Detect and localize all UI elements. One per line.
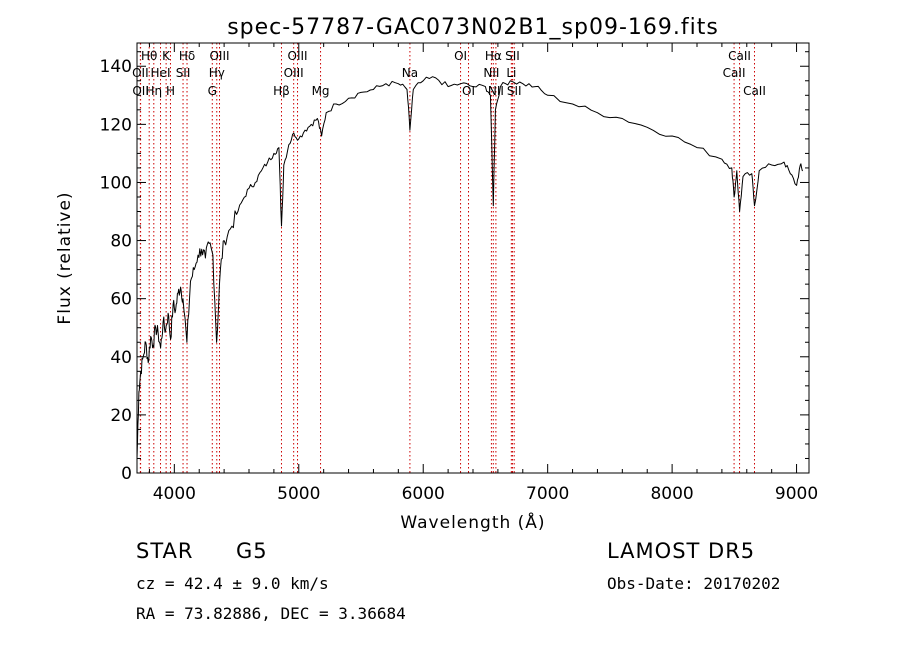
x-tick-label: 4000 — [153, 484, 196, 504]
line-marker-label: NII — [483, 66, 499, 80]
line-marker-label: Hθ — [141, 49, 157, 63]
x-tick-label: 5000 — [277, 484, 320, 504]
line-marker-label: Hγ — [209, 66, 225, 80]
line-marker-label: SII — [505, 49, 520, 63]
line-marker-label: SII — [507, 84, 522, 98]
line-marker-label: Mg — [312, 84, 330, 98]
line-marker-label: SII — [176, 66, 191, 80]
line-marker-label: OI — [462, 84, 475, 98]
line-markers — [139, 43, 755, 473]
line-marker-label: OII — [132, 84, 149, 98]
line-marker-label: Hη — [145, 84, 162, 98]
redshift-readout: cz = 42.4 ± 9.0 km/s — [136, 574, 329, 593]
line-marker-label: CaII — [723, 66, 746, 80]
x-axis-label: Wavelength (Å) — [400, 511, 545, 533]
line-marker-label: Hδ — [179, 49, 195, 63]
line-marker-label: H — [166, 84, 175, 98]
obs-date: Obs-Date: 20170202 — [607, 574, 781, 593]
line-marker-label: CaII — [743, 84, 766, 98]
y-axis-label: Flux (relative) — [55, 191, 75, 324]
line-marker-label: OIII — [284, 66, 304, 80]
line-marker-label: OIII — [288, 49, 308, 63]
y-axis: 0 20 40 60 80 100 120 140 — [100, 51, 809, 484]
line-marker-label: Hβ — [273, 84, 290, 98]
x-tick-label: 6000 — [402, 484, 445, 504]
y-tick-label: 100 — [100, 173, 132, 193]
object-class: STAR — [136, 539, 194, 563]
line-marker-label: G — [208, 84, 217, 98]
y-tick-label: 120 — [100, 115, 132, 135]
line-marker-label: OII — [132, 66, 149, 80]
line-marker-label: CaII — [728, 49, 751, 63]
line-marker-label: Hα — [485, 49, 502, 63]
x-tick-label: 8000 — [650, 484, 693, 504]
x-axis: 4000 5000 6000 7000 8000 9000 — [148, 43, 818, 504]
y-tick-label: 20 — [110, 406, 132, 426]
line-marker-label: HeI — [151, 66, 171, 80]
line-marker-label: OIII — [209, 49, 229, 63]
y-tick-label: 60 — [110, 290, 132, 310]
y-tick-label: 80 — [110, 232, 132, 252]
line-marker-label: K — [162, 49, 171, 63]
coordinates: RA = 73.82886, DEC = 3.36684 — [136, 604, 406, 623]
line-marker-label: OI — [454, 49, 467, 63]
chart-title: spec-57787-GAC073N02B1_sp09-169.fits — [227, 15, 719, 40]
line-marker-label: Na — [402, 66, 418, 80]
y-tick-label: 40 — [110, 348, 132, 368]
x-tick-label: 9000 — [775, 484, 818, 504]
line-marker-label: Li — [506, 66, 516, 80]
x-tick-label: 7000 — [526, 484, 569, 504]
spectrum-line — [136, 76, 804, 459]
spectral-subclass: G5 — [236, 539, 268, 563]
survey-name: LAMOST DR5 — [607, 539, 756, 563]
y-tick-label: 140 — [100, 57, 132, 77]
plot-frame — [136, 42, 810, 474]
y-tick-label: 0 — [121, 464, 132, 484]
